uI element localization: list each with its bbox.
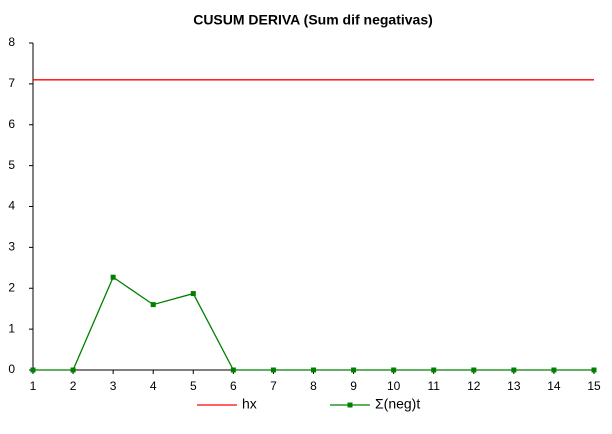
x-tick-label: 5 — [190, 379, 197, 393]
marker — [511, 367, 517, 373]
y-tick-label: 3 — [8, 240, 15, 254]
y-tick-label: 0 — [8, 362, 15, 376]
x-tick-label: 11 — [427, 379, 440, 393]
marker — [551, 367, 557, 373]
y-tick-label: 4 — [8, 199, 15, 213]
marker — [70, 367, 76, 373]
legend-label: Σ(neg)t — [375, 396, 420, 412]
x-tick-label: 13 — [507, 379, 521, 393]
y-tick-label: 8 — [8, 35, 15, 49]
marker — [591, 367, 597, 373]
marker — [150, 302, 156, 308]
marker — [391, 367, 397, 373]
y-tick-label: 6 — [8, 117, 15, 131]
marker — [431, 367, 437, 373]
x-tick-label: 1 — [30, 379, 37, 393]
y-tick-label: 7 — [8, 76, 15, 90]
y-tick-label: 1 — [8, 321, 15, 335]
line-series — [33, 276, 594, 371]
x-tick-label: 3 — [110, 379, 117, 393]
marker — [30, 367, 36, 373]
x-tick-label: 15 — [587, 379, 601, 393]
marker — [230, 367, 236, 373]
marker — [311, 367, 316, 373]
x-tick-label: 12 — [467, 379, 481, 393]
legend-label: hx — [242, 396, 257, 412]
x-tick-label: 6 — [230, 379, 237, 393]
y-tick-label: 5 — [8, 158, 15, 172]
marker — [471, 367, 477, 373]
x-tick-label: 14 — [547, 379, 561, 393]
x-tick-label: 7 — [270, 379, 277, 393]
marker — [110, 274, 116, 280]
x-tick-label: 2 — [70, 379, 77, 393]
chart-title: CUSUM DERIVA (Sum dif negativas) — [193, 12, 433, 28]
marker — [190, 291, 196, 297]
marker — [270, 367, 276, 373]
y-tick-label: 2 — [8, 280, 15, 294]
x-tick-label: 8 — [310, 379, 317, 393]
legend-marker — [347, 402, 353, 408]
x-tick-label: 9 — [350, 379, 357, 393]
marker — [351, 367, 357, 373]
x-tick-label: 10 — [387, 379, 401, 393]
x-tick-label: 4 — [150, 379, 157, 393]
